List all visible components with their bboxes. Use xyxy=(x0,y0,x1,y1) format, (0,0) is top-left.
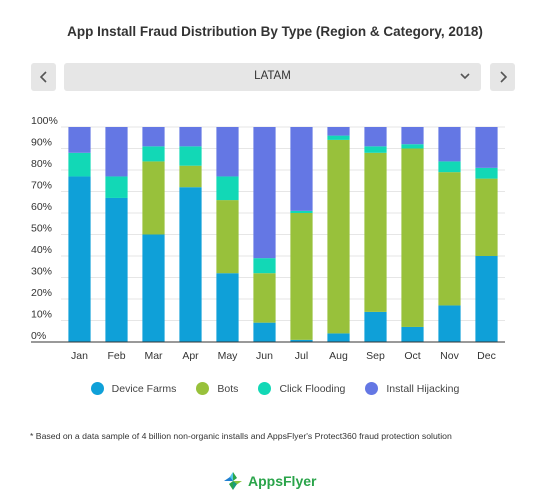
y-tick-label: 70% xyxy=(31,180,52,192)
bar-segment-click-flooding xyxy=(475,167,498,179)
bar-segment-device-farms xyxy=(105,197,128,342)
chevron-right-icon xyxy=(499,71,507,83)
previous-region-button[interactable] xyxy=(31,63,56,91)
bar-segment-install-hijacking xyxy=(253,127,276,259)
x-tick-label: Feb xyxy=(107,350,125,362)
bar-segment-device-farms xyxy=(364,311,387,342)
bar-segment-click-flooding xyxy=(68,152,91,177)
bar-segment-click-flooding xyxy=(401,144,424,149)
legend-item[interactable]: Install Hijacking xyxy=(365,382,459,395)
legend-swatch xyxy=(258,382,272,395)
stacked-bar-chart: 0% 10% 20% 30% 40% 50% 60% 70% 80% 90% 100% Jan Feb M… xyxy=(31,115,505,362)
bar-segment-bots xyxy=(475,178,498,256)
bar-segment-install-hijacking xyxy=(327,127,350,136)
y-tick-label: 40% xyxy=(31,244,52,256)
bar-segment-click-flooding xyxy=(142,146,165,162)
legend-swatch xyxy=(90,382,104,395)
y-tick-label: 10% xyxy=(31,309,52,321)
footnote: * Based on a data sample of 4 billion no… xyxy=(30,431,452,441)
bar-segment-device-farms xyxy=(290,339,313,342)
logo-text: AppsFlyer xyxy=(248,473,317,489)
bar-segment-click-flooding xyxy=(327,135,350,140)
bar-segment-bots xyxy=(179,165,202,188)
bar-segment-device-farms xyxy=(327,333,350,342)
legend-label: Device Farms xyxy=(111,382,177,395)
x-tick-label: Mar xyxy=(144,350,163,362)
chevron-left-icon xyxy=(39,71,47,83)
x-tick-label: Nov xyxy=(440,350,459,362)
bar-segment-click-flooding xyxy=(253,258,276,274)
bar-segment-device-farms xyxy=(68,176,91,342)
bar-segment-install-hijacking xyxy=(142,127,165,147)
y-tick-label: 30% xyxy=(31,266,52,278)
bar-segment-device-farms xyxy=(438,305,461,342)
bar-segment-device-farms xyxy=(216,273,239,342)
bar-segment-bots xyxy=(438,172,461,306)
bar-segment-install-hijacking xyxy=(105,127,128,177)
x-tick-label: May xyxy=(218,350,239,362)
bar-segment-device-farms xyxy=(253,322,276,342)
next-region-button[interactable] xyxy=(490,63,515,91)
x-tick-label: Jan xyxy=(71,350,88,362)
legend-swatch xyxy=(365,382,379,395)
x-tick-label: Sep xyxy=(366,350,385,362)
bar-segment-device-farms xyxy=(142,234,165,342)
bar-segment-click-flooding xyxy=(364,146,387,153)
bar-segment-install-hijacking xyxy=(179,127,202,147)
region-dropdown-label: LATAM xyxy=(254,70,291,82)
y-tick-label: 60% xyxy=(31,201,52,213)
legend-swatch xyxy=(196,382,210,395)
y-tick-label: 20% xyxy=(31,287,52,299)
x-tick-label: Jul xyxy=(295,350,308,362)
bar-segment-install-hijacking xyxy=(364,127,387,147)
appsflyer-logo: AppsFlyer xyxy=(222,470,316,492)
x-tick-label: Dec xyxy=(477,350,496,362)
bar-segment-bots xyxy=(142,161,165,235)
bar-segment-bots xyxy=(253,273,276,323)
bar-segment-click-flooding xyxy=(216,176,239,201)
y-tick-label: 80% xyxy=(31,158,52,170)
bar-segment-install-hijacking xyxy=(438,127,461,162)
y-tick-label: 50% xyxy=(31,223,52,235)
region-dropdown[interactable]: LATAM xyxy=(64,63,481,91)
bar-segment-click-flooding xyxy=(105,176,128,198)
chart-legend: Device Farms Bots Click Flooding Install Hi… xyxy=(0,382,550,395)
legend-label: Click Flooding xyxy=(279,382,346,395)
bar-segment-click-flooding xyxy=(290,210,313,213)
x-tick-label: Oct xyxy=(404,350,420,362)
bar-segment-device-farms xyxy=(179,187,202,342)
bar-segment-click-flooding xyxy=(179,146,202,166)
legend-label: Install Hijacking xyxy=(386,382,460,395)
bar-segment-bots xyxy=(216,200,239,274)
bar-segment-bots xyxy=(364,152,387,312)
bar-segment-install-hijacking xyxy=(290,127,313,211)
legend-item[interactable]: Click Flooding xyxy=(258,382,345,395)
bar-segment-device-farms xyxy=(401,326,424,342)
bar-segment-bots xyxy=(327,139,350,334)
legend-item[interactable]: Bots xyxy=(196,382,238,395)
bar-segment-device-farms xyxy=(475,256,498,342)
bar-segment-bots xyxy=(401,148,424,327)
bar-segment-install-hijacking xyxy=(401,127,424,145)
chart-title: App Install Fraud Distribution By Type (… xyxy=(67,24,483,39)
y-tick-label: 0% xyxy=(31,330,46,342)
bar-segment-install-hijacking xyxy=(216,127,239,177)
x-tick-label: Aug xyxy=(329,350,348,362)
y-tick-label: 100% xyxy=(31,115,58,127)
legend-item[interactable]: Device Farms xyxy=(90,382,177,395)
legend-label: Bots xyxy=(217,382,239,395)
appsflyer-logo-icon xyxy=(224,472,242,490)
region-selector: LATAM xyxy=(31,63,515,91)
y-tick-label: 90% xyxy=(31,137,52,149)
bar-segment-click-flooding xyxy=(438,161,461,173)
x-tick-label: Apr xyxy=(182,350,199,362)
bar-segment-install-hijacking xyxy=(475,127,498,168)
x-tick-label: Jun xyxy=(256,350,273,362)
bar-segment-bots xyxy=(290,213,313,340)
chevron-down-icon xyxy=(460,73,470,80)
bar-segment-install-hijacking xyxy=(68,127,91,153)
